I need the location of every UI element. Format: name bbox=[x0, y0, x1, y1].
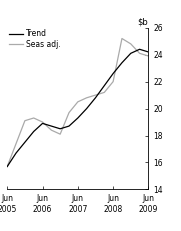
Line: Seas adj.: Seas adj. bbox=[7, 39, 148, 167]
Seas adj. bbox=[68, 111, 70, 114]
Line: Trend: Trend bbox=[7, 49, 148, 167]
Trend bbox=[147, 51, 150, 53]
Seas adj. bbox=[50, 129, 52, 131]
Trend bbox=[50, 125, 52, 128]
Trend bbox=[6, 165, 8, 168]
Trend bbox=[138, 48, 141, 51]
Legend: Trend, Seas adj.: Trend, Seas adj. bbox=[9, 29, 60, 49]
Text: $b: $b bbox=[138, 17, 148, 26]
Trend bbox=[94, 96, 96, 99]
Trend bbox=[68, 125, 70, 128]
Seas adj. bbox=[147, 55, 150, 57]
Seas adj. bbox=[138, 52, 141, 55]
Seas adj. bbox=[94, 94, 96, 97]
Trend bbox=[59, 127, 61, 130]
Trend bbox=[15, 152, 17, 154]
Seas adj. bbox=[24, 119, 26, 122]
Trend bbox=[86, 107, 88, 110]
Trend bbox=[121, 61, 123, 64]
Seas adj. bbox=[86, 96, 88, 99]
Seas adj. bbox=[6, 165, 8, 168]
Trend bbox=[103, 84, 105, 87]
Trend bbox=[112, 72, 114, 75]
Seas adj. bbox=[59, 133, 61, 136]
Seas adj. bbox=[121, 37, 123, 40]
Seas adj. bbox=[103, 91, 105, 94]
Seas adj. bbox=[77, 100, 79, 103]
Trend bbox=[33, 130, 35, 133]
Trend bbox=[41, 122, 44, 125]
Trend bbox=[24, 141, 26, 144]
Seas adj. bbox=[112, 80, 114, 83]
Seas adj. bbox=[41, 121, 44, 123]
Trend bbox=[130, 52, 132, 55]
Trend bbox=[77, 117, 79, 119]
Seas adj. bbox=[130, 43, 132, 45]
Seas adj. bbox=[15, 142, 17, 145]
Seas adj. bbox=[33, 117, 35, 119]
